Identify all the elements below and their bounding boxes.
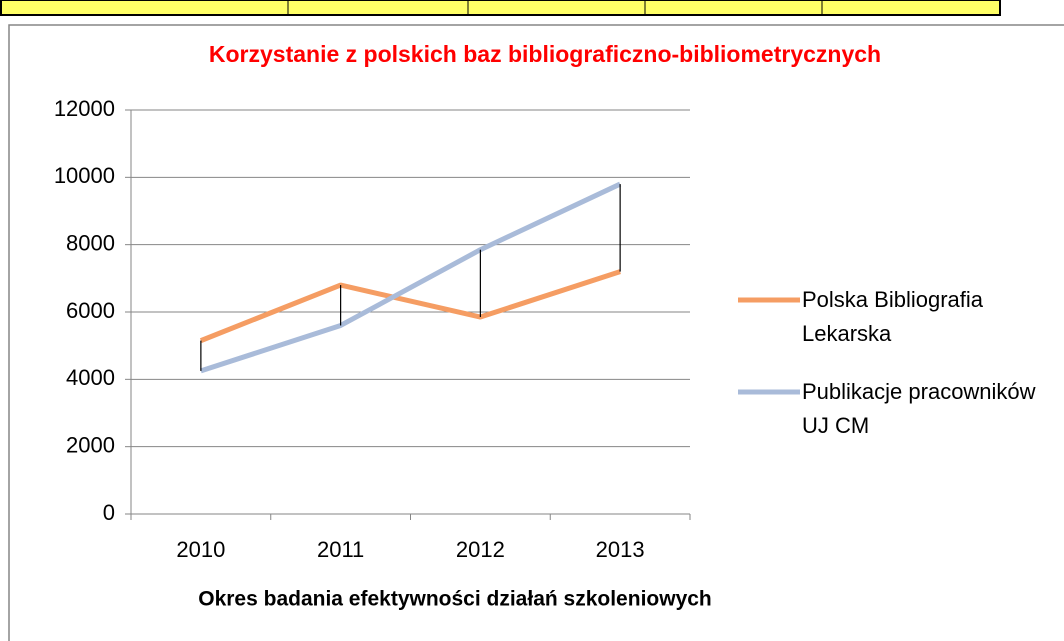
chart-area — [8, 24, 1064, 641]
y-tick-label: 0 — [103, 500, 115, 525]
y-tick-label: 12000 — [54, 96, 115, 121]
legend-label: Polska Bibliografia Lekarska — [802, 287, 983, 346]
chart-title: Korzystanie z polskich baz bibliograficz… — [209, 41, 881, 67]
y-tick-label: 2000 — [66, 432, 115, 457]
x-tick-label: 2010 — [176, 537, 225, 562]
x-axis-title: Okres badania efektywności działań szkol… — [198, 588, 712, 611]
series-line — [199, 269, 621, 343]
y-tick-label: 8000 — [66, 230, 115, 255]
series-line — [200, 181, 622, 374]
top-table-strip — [0, 0, 1001, 16]
table-row — [0, 0, 1001, 16]
y-tick-label: 10000 — [54, 163, 115, 188]
y-tick-label: 6000 — [66, 298, 115, 323]
legend-label: Publikacje pracowników UJ CM — [802, 379, 1036, 438]
y-tick-label: 4000 — [66, 365, 115, 390]
x-tick-label: 2012 — [456, 537, 505, 562]
x-tick-label: 2011 — [317, 537, 364, 562]
x-tick-label: 2013 — [596, 537, 645, 562]
